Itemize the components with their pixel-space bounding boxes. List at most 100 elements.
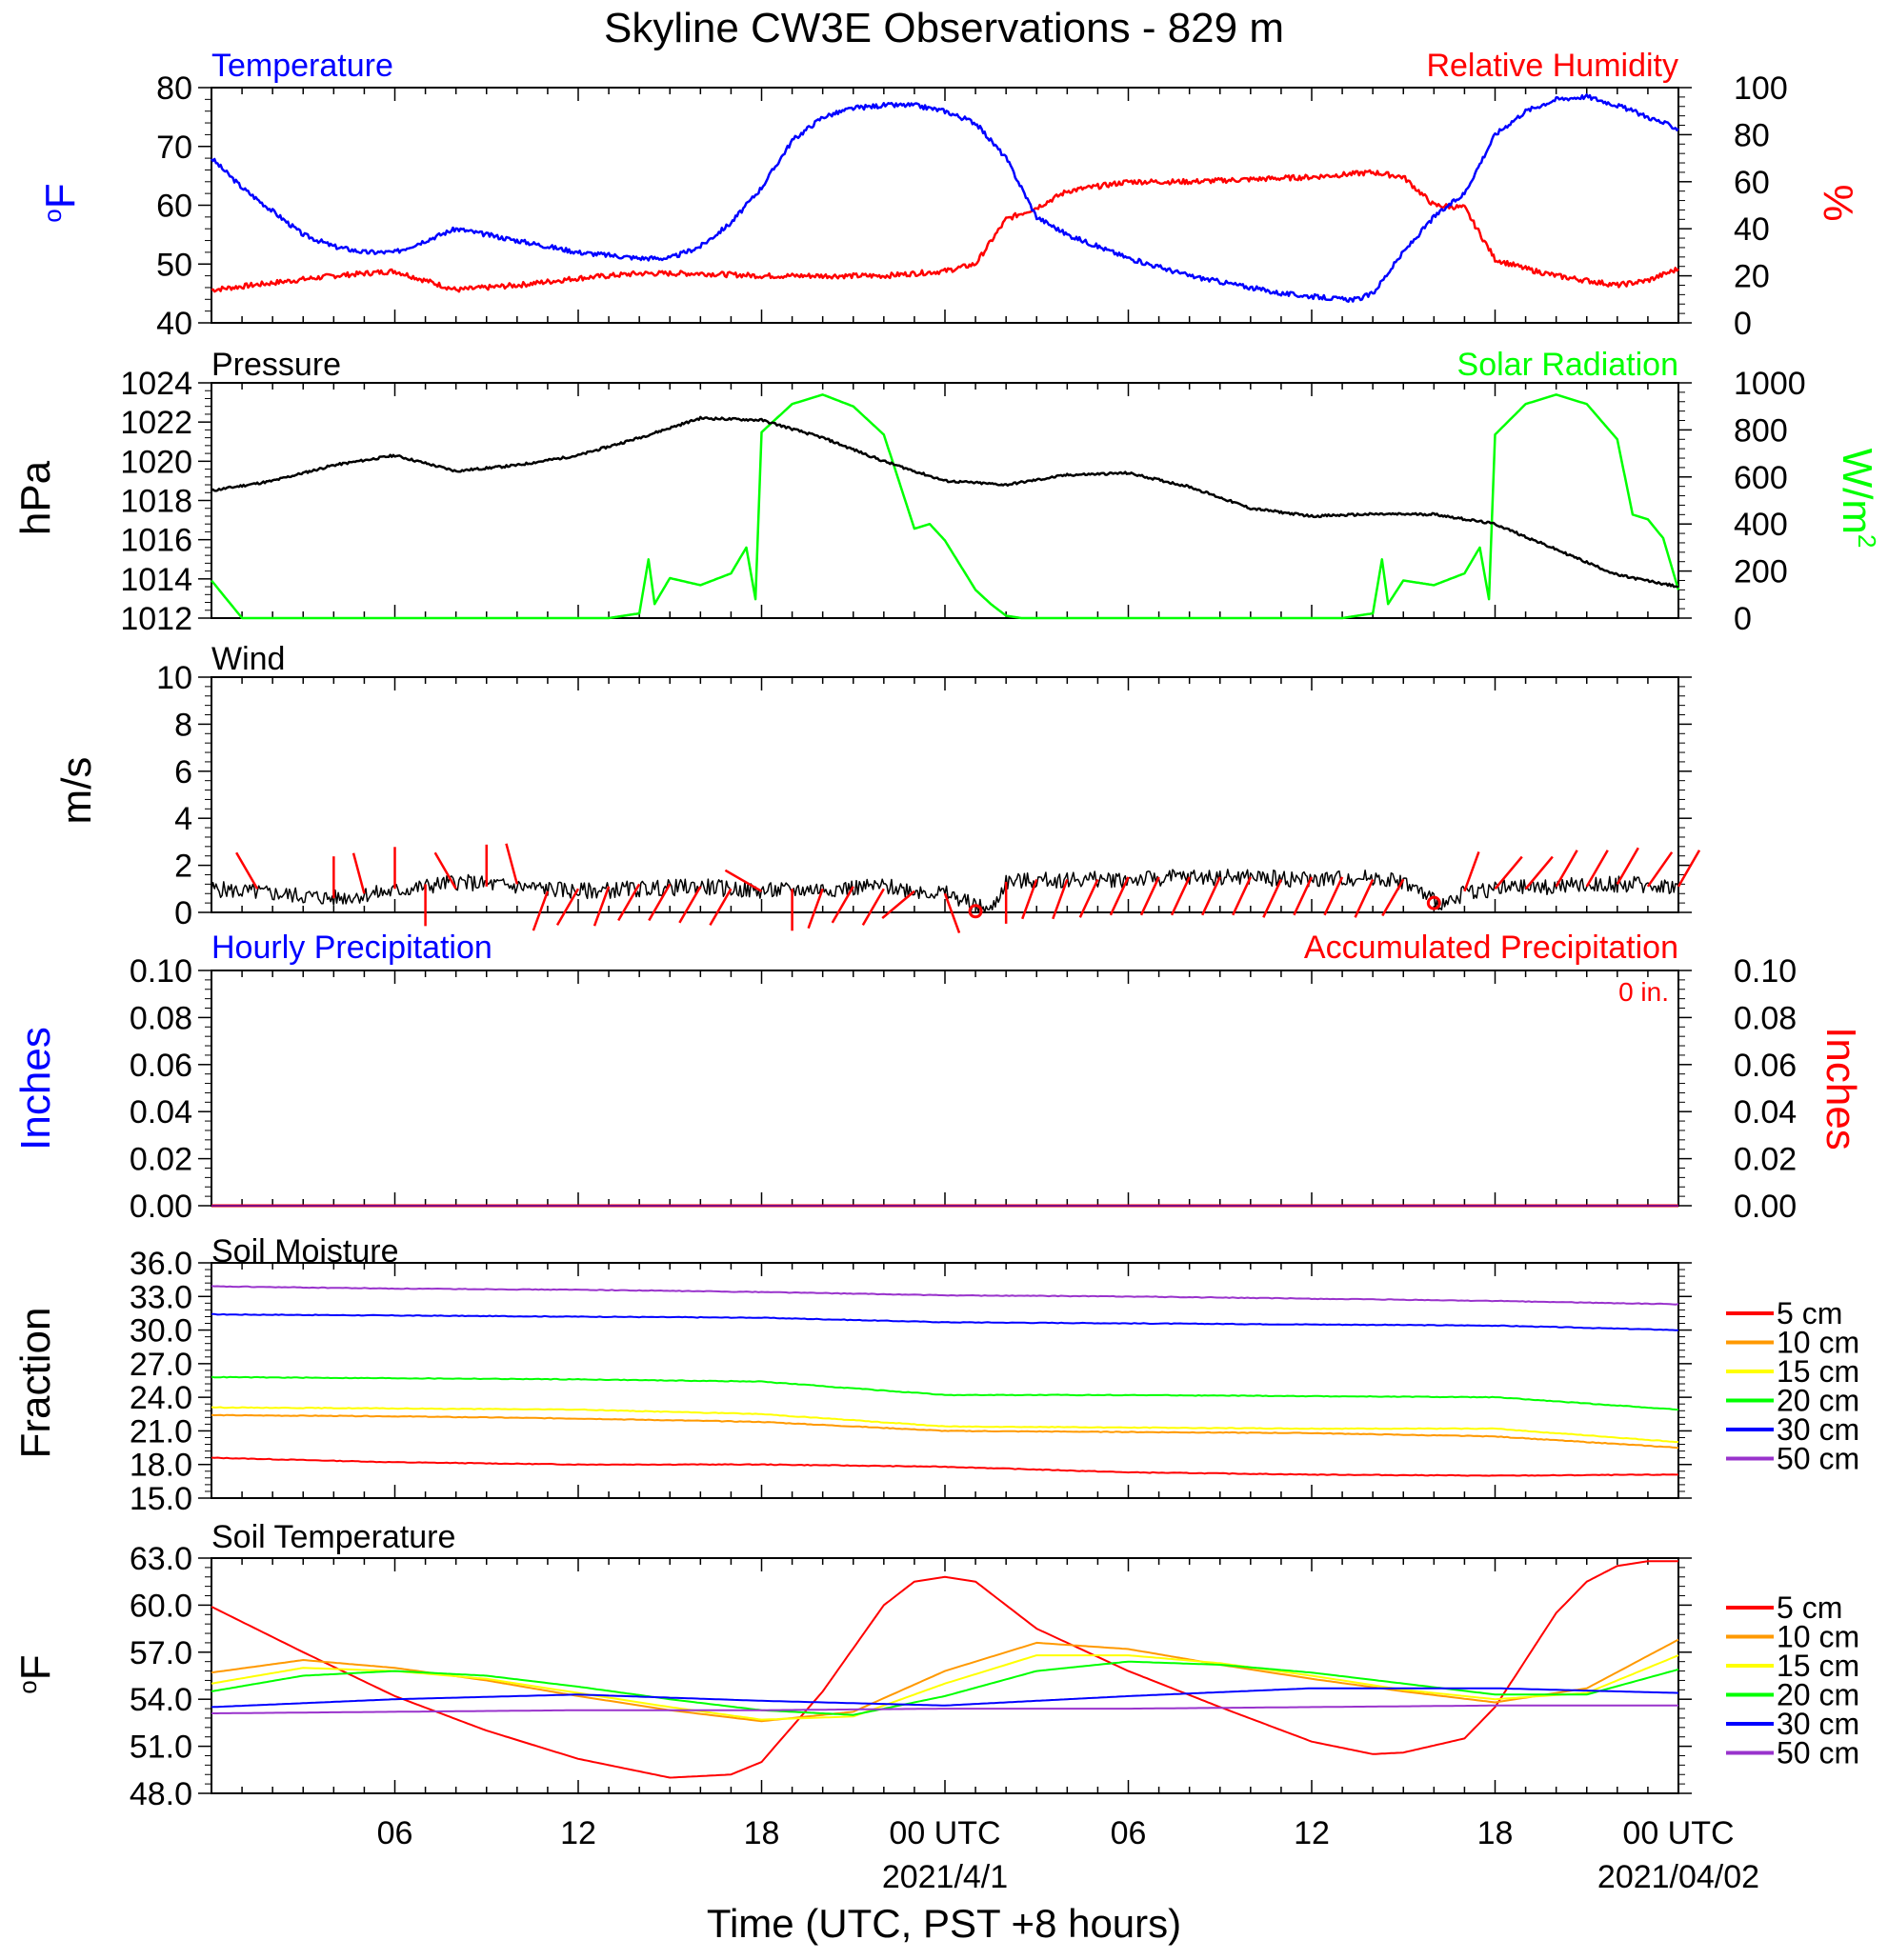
y-tick-label: 1012 [120, 601, 192, 637]
y-right-tick-label: 200 [1734, 554, 1788, 590]
precip-right-unit-label: Inches [1818, 1027, 1864, 1150]
y-tick-label: 27.0 [130, 1347, 192, 1383]
wind-barb [1494, 855, 1523, 890]
humidity-line [211, 169, 1679, 293]
x-tick-label: 18 [1477, 1815, 1514, 1851]
y-tick-label: 1016 [120, 523, 192, 559]
wind-barb [351, 852, 366, 894]
y-right-tick-label: 0 [1734, 601, 1752, 637]
wind-barb [1052, 878, 1069, 920]
soil-moisture-line-30cm [211, 1312, 1678, 1331]
y-tick-label: 30.0 [130, 1313, 192, 1350]
wind-barb [1293, 876, 1314, 916]
legend-label: 50 cm [1777, 1442, 1859, 1476]
precip-left-unit-label: Inches [12, 1027, 59, 1150]
y-tick-label: 40 [156, 306, 192, 342]
y-right-tick-label: 600 [1734, 460, 1788, 496]
legend-label: 30 cm [1777, 1412, 1859, 1447]
accum-precip-label: Accumulated Precipitation [1304, 930, 1678, 966]
legend-label: 15 cm [1777, 1649, 1859, 1683]
y-tick-label: 15.0 [130, 1481, 192, 1517]
x-axis-label: Time (UTC, PST +8 hours) [707, 1901, 1181, 1946]
y-tick-label: 1014 [120, 562, 192, 598]
panels: 4050607080020406080100101210141016101810… [120, 70, 1859, 1895]
wind-barb [555, 888, 580, 927]
panel-4: 0.00 0.02 0.04 0.06 0.08 0.10 0.00 0.02 0.04 0.06… [130, 953, 1797, 1225]
legend-label: 50 cm [1777, 1736, 1859, 1770]
legend-label: 5 cm [1777, 1590, 1842, 1625]
soil-temp-line-20cm [211, 1660, 1679, 1716]
x-tick-label: 18 [744, 1815, 780, 1851]
wind-barb [861, 888, 885, 927]
soil-moisture-line-50cm [211, 1285, 1679, 1306]
y-right-tick-label: 0.06 [1734, 1048, 1797, 1084]
y-right-tick-label: 80 [1734, 117, 1770, 153]
y-tick-label: 70 [156, 130, 192, 166]
legend-label: 10 cm [1777, 1326, 1859, 1360]
y-right-tick-label: 100 [1734, 70, 1788, 107]
y-tick-label: 0.02 [130, 1142, 192, 1178]
y-tick-label: 0.04 [130, 1094, 192, 1130]
wind-barb [1139, 876, 1160, 916]
wind-calm-marker [1426, 895, 1441, 910]
y-tick-label: 2 [174, 849, 192, 885]
legend-label: 5 cm [1777, 1296, 1842, 1330]
wind-barb [1677, 850, 1701, 888]
hourly-precip-label: Hourly Precipitation [211, 930, 492, 966]
soil-moisture-label: Soil Moisture [211, 1233, 399, 1270]
wind-barb [648, 883, 672, 922]
y-tick-label: 63.0 [130, 1541, 192, 1577]
y-tick-label: 18.0 [130, 1448, 192, 1484]
y-tick-label: 50 [156, 247, 192, 283]
y-tick-label: 0 [174, 895, 192, 931]
soil-temp-line-30cm [211, 1687, 1679, 1709]
wind-barb [1524, 855, 1554, 890]
y-tick-label: 6 [174, 754, 192, 790]
wind-barb [1616, 847, 1639, 885]
pressure-unit-label: hPa [12, 460, 59, 535]
y-tick-label: 10 [156, 660, 192, 696]
y-tick-label: 48.0 [130, 1776, 192, 1812]
soil-moisture-line-20cm [211, 1375, 1679, 1411]
y-tick-label: 4 [174, 801, 192, 837]
y-right-tick-label: 40 [1734, 211, 1770, 248]
x-tick-label: 06 [1111, 1815, 1147, 1851]
x-tick-label: 06 [377, 1815, 413, 1851]
y-right-tick-label: 400 [1734, 507, 1788, 543]
legend-label: 20 cm [1777, 1384, 1859, 1418]
y-tick-label: 24.0 [130, 1380, 192, 1416]
wind-barb [1381, 878, 1405, 917]
wind-barb [433, 851, 457, 890]
x-date-label: 2021/4/1 [882, 1859, 1008, 1895]
wind-label: Wind [211, 641, 285, 677]
wind-barb [1585, 850, 1609, 888]
wind-calm-marker [968, 904, 983, 919]
y-tick-label: 1018 [120, 484, 192, 520]
y-tick-label: 1024 [120, 366, 192, 402]
y-tick-label: 57.0 [130, 1635, 192, 1671]
wind-barb [1646, 851, 1674, 888]
wind-unit-label: m/s [53, 757, 100, 825]
wind-barb [593, 886, 611, 927]
temperature-line [211, 93, 1679, 303]
accum-total-label: 0 in. [1618, 977, 1669, 1007]
wind-barb [1323, 876, 1344, 916]
panel-1: 40 50 60 70 80 0 20 40 60 80 100 [156, 70, 1788, 342]
pressure-line [211, 415, 1679, 589]
y-right-tick-label: 0.08 [1734, 1000, 1797, 1036]
wind-barb [1170, 876, 1191, 916]
pressure-label: Pressure [211, 347, 341, 383]
solar-unit-label: W/m2 [1834, 449, 1881, 549]
soil-moisture-line-10cm [211, 1413, 1679, 1450]
y-right-tick-label: 60 [1734, 165, 1770, 201]
wind-barb [1463, 850, 1480, 892]
y-tick-label: 33.0 [130, 1279, 192, 1315]
humidity-label: Relative Humidity [1426, 48, 1678, 84]
soil-temp-unit-label: oF [12, 1654, 59, 1693]
legend-label: 10 cm [1777, 1620, 1859, 1654]
x-tick-label: 00 UTC [889, 1815, 1000, 1851]
